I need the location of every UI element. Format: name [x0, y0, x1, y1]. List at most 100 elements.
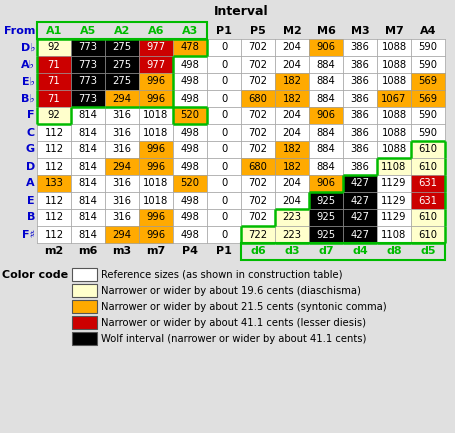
Bar — [275, 226, 309, 243]
Bar — [275, 124, 309, 141]
Text: 71: 71 — [48, 77, 61, 87]
Text: 1067: 1067 — [381, 94, 407, 103]
Text: 925: 925 — [316, 196, 336, 206]
Bar — [377, 209, 411, 226]
Bar — [275, 141, 309, 158]
Bar — [139, 226, 173, 243]
Text: P5: P5 — [250, 26, 266, 36]
Text: 0: 0 — [221, 196, 227, 206]
Bar — [173, 90, 207, 107]
Bar — [309, 124, 343, 141]
Text: 702: 702 — [248, 77, 268, 87]
Bar — [411, 56, 445, 73]
Text: 0: 0 — [221, 127, 227, 138]
Bar — [173, 73, 207, 90]
Text: Narrower or wider by about 19.6 cents (diaschisma): Narrower or wider by about 19.6 cents (d… — [101, 285, 361, 295]
Bar — [71, 39, 105, 56]
Text: 204: 204 — [283, 178, 301, 188]
Text: 1018: 1018 — [143, 127, 169, 138]
Text: 884: 884 — [317, 94, 335, 103]
Text: 316: 316 — [112, 110, 131, 120]
Bar — [241, 209, 275, 226]
Bar — [139, 158, 173, 175]
Bar — [37, 56, 71, 73]
Bar — [275, 73, 309, 90]
Text: 996: 996 — [147, 162, 166, 171]
Text: B♭: B♭ — [21, 94, 35, 103]
Text: 590: 590 — [419, 110, 438, 120]
Bar — [37, 175, 71, 192]
Text: 610: 610 — [419, 145, 438, 155]
Bar — [37, 90, 71, 107]
Text: d7: d7 — [318, 246, 334, 256]
Bar — [71, 175, 105, 192]
Text: 1088: 1088 — [381, 59, 407, 70]
Text: 386: 386 — [350, 42, 369, 52]
Bar — [207, 175, 241, 192]
Text: 1088: 1088 — [381, 110, 407, 120]
Bar — [377, 90, 411, 107]
Text: 112: 112 — [45, 213, 64, 223]
Text: 1129: 1129 — [381, 196, 407, 206]
Text: 316: 316 — [112, 196, 131, 206]
Text: 386: 386 — [350, 127, 369, 138]
Bar — [105, 192, 139, 209]
Bar — [343, 141, 377, 158]
Text: 1129: 1129 — [381, 178, 407, 188]
Bar — [275, 175, 309, 192]
Bar — [343, 209, 377, 226]
Bar — [377, 226, 411, 243]
Text: D♭: D♭ — [20, 42, 35, 52]
Bar — [411, 175, 445, 192]
Bar — [71, 90, 105, 107]
Bar — [173, 124, 207, 141]
Bar — [343, 107, 377, 124]
Bar — [105, 73, 139, 90]
Text: 814: 814 — [79, 229, 97, 239]
Text: 814: 814 — [79, 162, 97, 171]
Bar — [207, 39, 241, 56]
Text: 275: 275 — [112, 59, 131, 70]
Text: A6: A6 — [148, 26, 164, 36]
Text: 590: 590 — [419, 42, 438, 52]
Text: Wolf interval (narrower or wider by about 41.1 cents): Wolf interval (narrower or wider by abou… — [101, 333, 366, 343]
Text: 182: 182 — [283, 77, 302, 87]
Bar — [207, 158, 241, 175]
Text: A: A — [26, 178, 35, 188]
Text: 702: 702 — [248, 42, 268, 52]
Bar — [377, 73, 411, 90]
Text: F: F — [27, 110, 35, 120]
Text: 133: 133 — [45, 178, 63, 188]
Text: 925: 925 — [316, 213, 336, 223]
Text: 275: 275 — [112, 42, 131, 52]
Bar — [343, 56, 377, 73]
Text: 906: 906 — [317, 178, 335, 188]
Text: F♯: F♯ — [22, 229, 35, 239]
Text: M2: M2 — [283, 26, 301, 36]
Text: A♭: A♭ — [21, 59, 35, 70]
Text: d8: d8 — [386, 246, 402, 256]
Bar — [72, 316, 97, 329]
Text: 294: 294 — [112, 162, 131, 171]
Bar — [37, 39, 71, 56]
Bar — [173, 141, 207, 158]
Text: A2: A2 — [114, 26, 130, 36]
Bar — [309, 39, 343, 56]
Text: 1018: 1018 — [143, 178, 169, 188]
Text: 722: 722 — [248, 229, 268, 239]
Bar — [207, 107, 241, 124]
Bar — [275, 56, 309, 73]
Text: 386: 386 — [350, 94, 369, 103]
Text: Interval: Interval — [214, 5, 268, 18]
Bar — [377, 107, 411, 124]
Text: 0: 0 — [221, 42, 227, 52]
Text: 294: 294 — [112, 94, 131, 103]
Text: 569: 569 — [419, 77, 438, 87]
Text: 631: 631 — [419, 196, 438, 206]
Text: 498: 498 — [181, 162, 199, 171]
Bar — [139, 141, 173, 158]
Text: d6: d6 — [250, 246, 266, 256]
Bar — [377, 141, 411, 158]
Text: 294: 294 — [112, 229, 131, 239]
Text: 0: 0 — [221, 59, 227, 70]
